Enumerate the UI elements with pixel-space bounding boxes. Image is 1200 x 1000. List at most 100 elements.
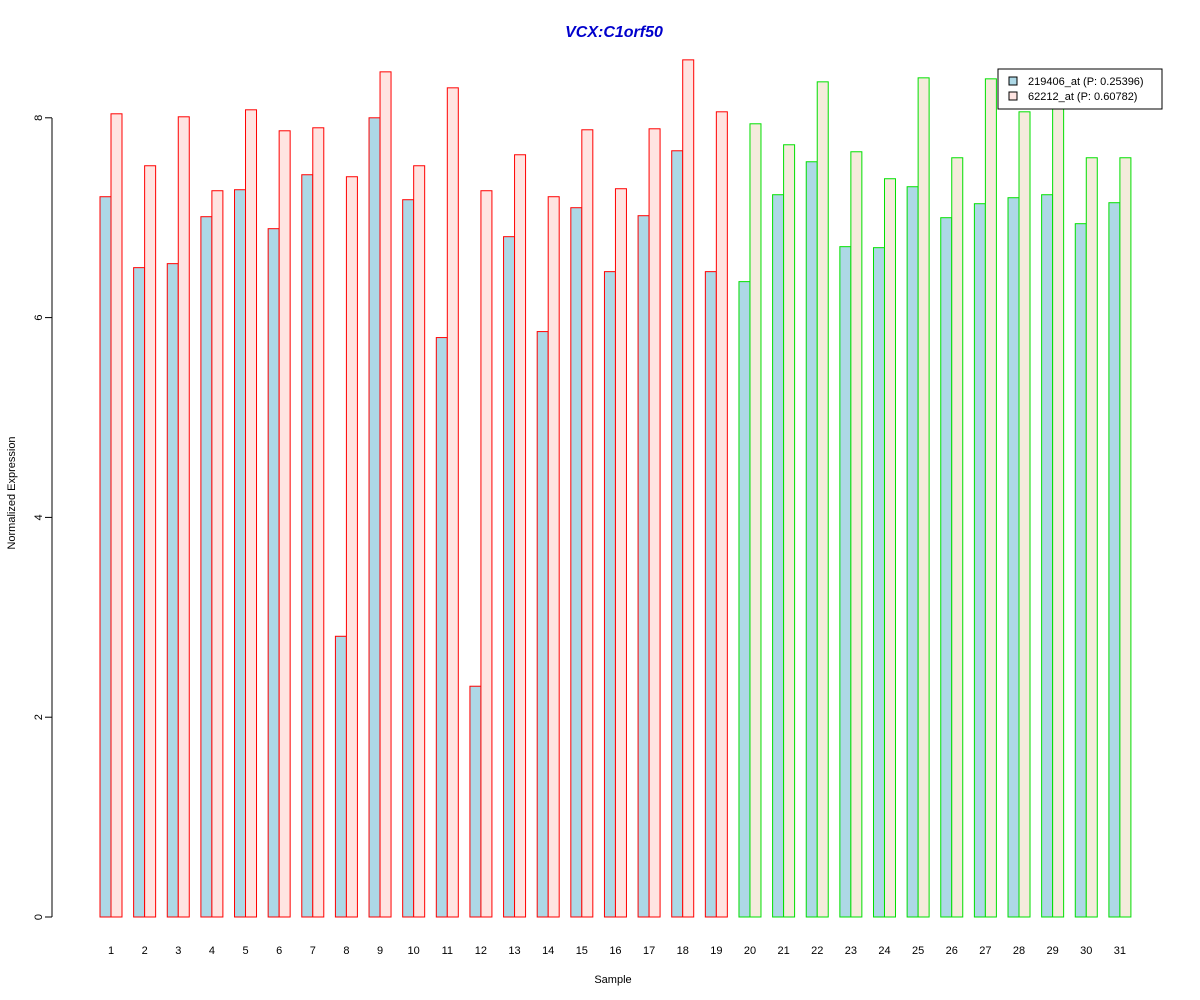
- bar-sample-28-series-1: [1007, 197, 1020, 918]
- bar-sample-5-series-2: [245, 109, 258, 918]
- x-tick-labels: 1 2 3 4 5 6 7 8 9 10 11 12 13 14 15 16 17 18 19 20 21 22 23 24 2…: [108, 945, 1126, 957]
- bar-sample-23-series-2: [850, 151, 863, 918]
- legend-box: [997, 68, 1163, 110]
- bar-sample-18-series-2: [682, 59, 695, 918]
- x-tick-label-28: 28: [1013, 945, 1025, 957]
- legend-label-series-2: 62212_at (P: 0.60782): [1028, 91, 1137, 103]
- bar-sample-27-series-1: [973, 203, 986, 918]
- x-tick-label-11: 11: [442, 945, 453, 957]
- bar-sample-23-series-1: [839, 246, 852, 918]
- bar-sample-30-series-2: [1085, 157, 1098, 918]
- bar-sample-29-series-1: [1041, 194, 1054, 918]
- y-axis: 0 2 4 6 8: [33, 115, 53, 920]
- x-tick-label-1: 1: [108, 945, 114, 957]
- x-tick-label-12: 12: [475, 945, 487, 957]
- x-tick-label-26: 26: [946, 945, 958, 957]
- bar-sample-1-series-2: [110, 113, 123, 918]
- bar-sample-10-series-2: [413, 165, 426, 918]
- x-tick-label-8: 8: [343, 945, 349, 957]
- y-tick-label-6: 6: [33, 315, 45, 321]
- x-tick-label-19: 19: [710, 945, 722, 957]
- bar-sample-9-series-2: [379, 71, 392, 918]
- bar-sample-14-series-1: [536, 331, 549, 918]
- bar-sample-14-series-2: [547, 196, 560, 918]
- bar-sample-24-series-2: [883, 178, 896, 918]
- x-tick-label-10: 10: [408, 945, 420, 957]
- bar-sample-31-series-1: [1108, 202, 1121, 918]
- bar-sample-18-series-1: [671, 150, 684, 918]
- bar-sample-22-series-1: [805, 161, 818, 918]
- bar-sample-28-series-2: [1018, 111, 1031, 918]
- x-tick-label-24: 24: [878, 945, 890, 957]
- bar-sample-11-series-2: [446, 87, 459, 918]
- bar-sample-4-series-1: [200, 216, 213, 918]
- bar-sample-11-series-1: [435, 337, 448, 918]
- bar-sample-17-series-1: [637, 215, 650, 918]
- bar-sample-15-series-1: [570, 207, 583, 918]
- bar-sample-31-series-2: [1119, 157, 1132, 918]
- bar-sample-25-series-1: [906, 186, 919, 918]
- bar-sample-5-series-1: [234, 189, 247, 918]
- y-tick-label-8: 8: [33, 115, 45, 121]
- x-tick-label-16: 16: [609, 945, 621, 957]
- y-tick-label-4: 4: [33, 514, 45, 520]
- bar-sample-7-series-2: [312, 127, 325, 918]
- legend-swatch-series-1: [1008, 76, 1018, 86]
- x-tick-label-23: 23: [845, 945, 857, 957]
- bar-sample-6-series-1: [267, 228, 280, 918]
- x-tick-label-21: 21: [777, 945, 789, 957]
- x-tick-label-18: 18: [677, 945, 689, 957]
- bar-sample-6-series-2: [278, 130, 291, 918]
- bar-sample-13-series-1: [503, 236, 516, 918]
- legend-label-series-1: 219406_at (P: 0.25396): [1028, 76, 1144, 88]
- x-tick-label-20: 20: [744, 945, 756, 957]
- bar-sample-26-series-1: [940, 217, 953, 918]
- bar-sample-3-series-1: [166, 263, 179, 918]
- bar-sample-9-series-1: [368, 117, 381, 918]
- bar-sample-21-series-1: [772, 194, 785, 918]
- bar-sample-8-series-1: [334, 635, 347, 918]
- x-tick-label-7: 7: [310, 945, 316, 957]
- bar-sample-15-series-2: [581, 129, 594, 918]
- x-tick-label-17: 17: [643, 945, 655, 957]
- x-tick-label-30: 30: [1080, 945, 1092, 957]
- bar-sample-21-series-2: [783, 144, 796, 918]
- bar-sample-2-series-1: [133, 267, 146, 918]
- bar-sample-1-series-1: [99, 196, 112, 918]
- y-tick-label-0: 0: [33, 914, 45, 920]
- bar-sample-22-series-2: [816, 81, 829, 918]
- x-tick-label-29: 29: [1047, 945, 1059, 957]
- bar-sample-13-series-2: [514, 154, 527, 918]
- x-tick-label-5: 5: [242, 945, 248, 957]
- bar-sample-30-series-1: [1074, 223, 1087, 918]
- bar-sample-3-series-2: [177, 116, 190, 918]
- x-tick-label-22: 22: [811, 945, 823, 957]
- x-tick-label-6: 6: [276, 945, 282, 957]
- bar-sample-19-series-1: [704, 271, 717, 918]
- bar-sample-17-series-2: [648, 128, 661, 918]
- legend: 219406_at (P: 0.25396) 62212_at (P: 0.60…: [997, 68, 1163, 110]
- x-tick-label-13: 13: [508, 945, 520, 957]
- x-tick-label-2: 2: [142, 945, 148, 957]
- x-tick-label-9: 9: [377, 945, 383, 957]
- bar-sample-26-series-2: [951, 157, 964, 918]
- bar-sample-25-series-2: [917, 77, 930, 918]
- x-tick-label-4: 4: [209, 945, 215, 957]
- bar-sample-7-series-1: [301, 174, 314, 918]
- x-axis-label: Sample: [594, 974, 631, 986]
- bar-sample-16-series-2: [614, 188, 627, 918]
- x-tick-label-14: 14: [542, 945, 554, 957]
- x-tick-label-27: 27: [979, 945, 991, 957]
- bar-sample-29-series-2: [1052, 108, 1065, 918]
- x-tick-label-25: 25: [912, 945, 924, 957]
- bar-sample-10-series-1: [402, 199, 415, 918]
- bar-sample-4-series-2: [211, 190, 224, 918]
- bar-sample-2-series-2: [144, 165, 157, 918]
- bar-sample-27-series-2: [984, 78, 997, 918]
- bar-sample-12-series-1: [469, 685, 482, 918]
- bar-sample-20-series-1: [738, 281, 751, 918]
- bar-sample-24-series-1: [872, 247, 885, 918]
- x-tick-label-15: 15: [576, 945, 588, 957]
- bar-sample-16-series-1: [603, 271, 616, 918]
